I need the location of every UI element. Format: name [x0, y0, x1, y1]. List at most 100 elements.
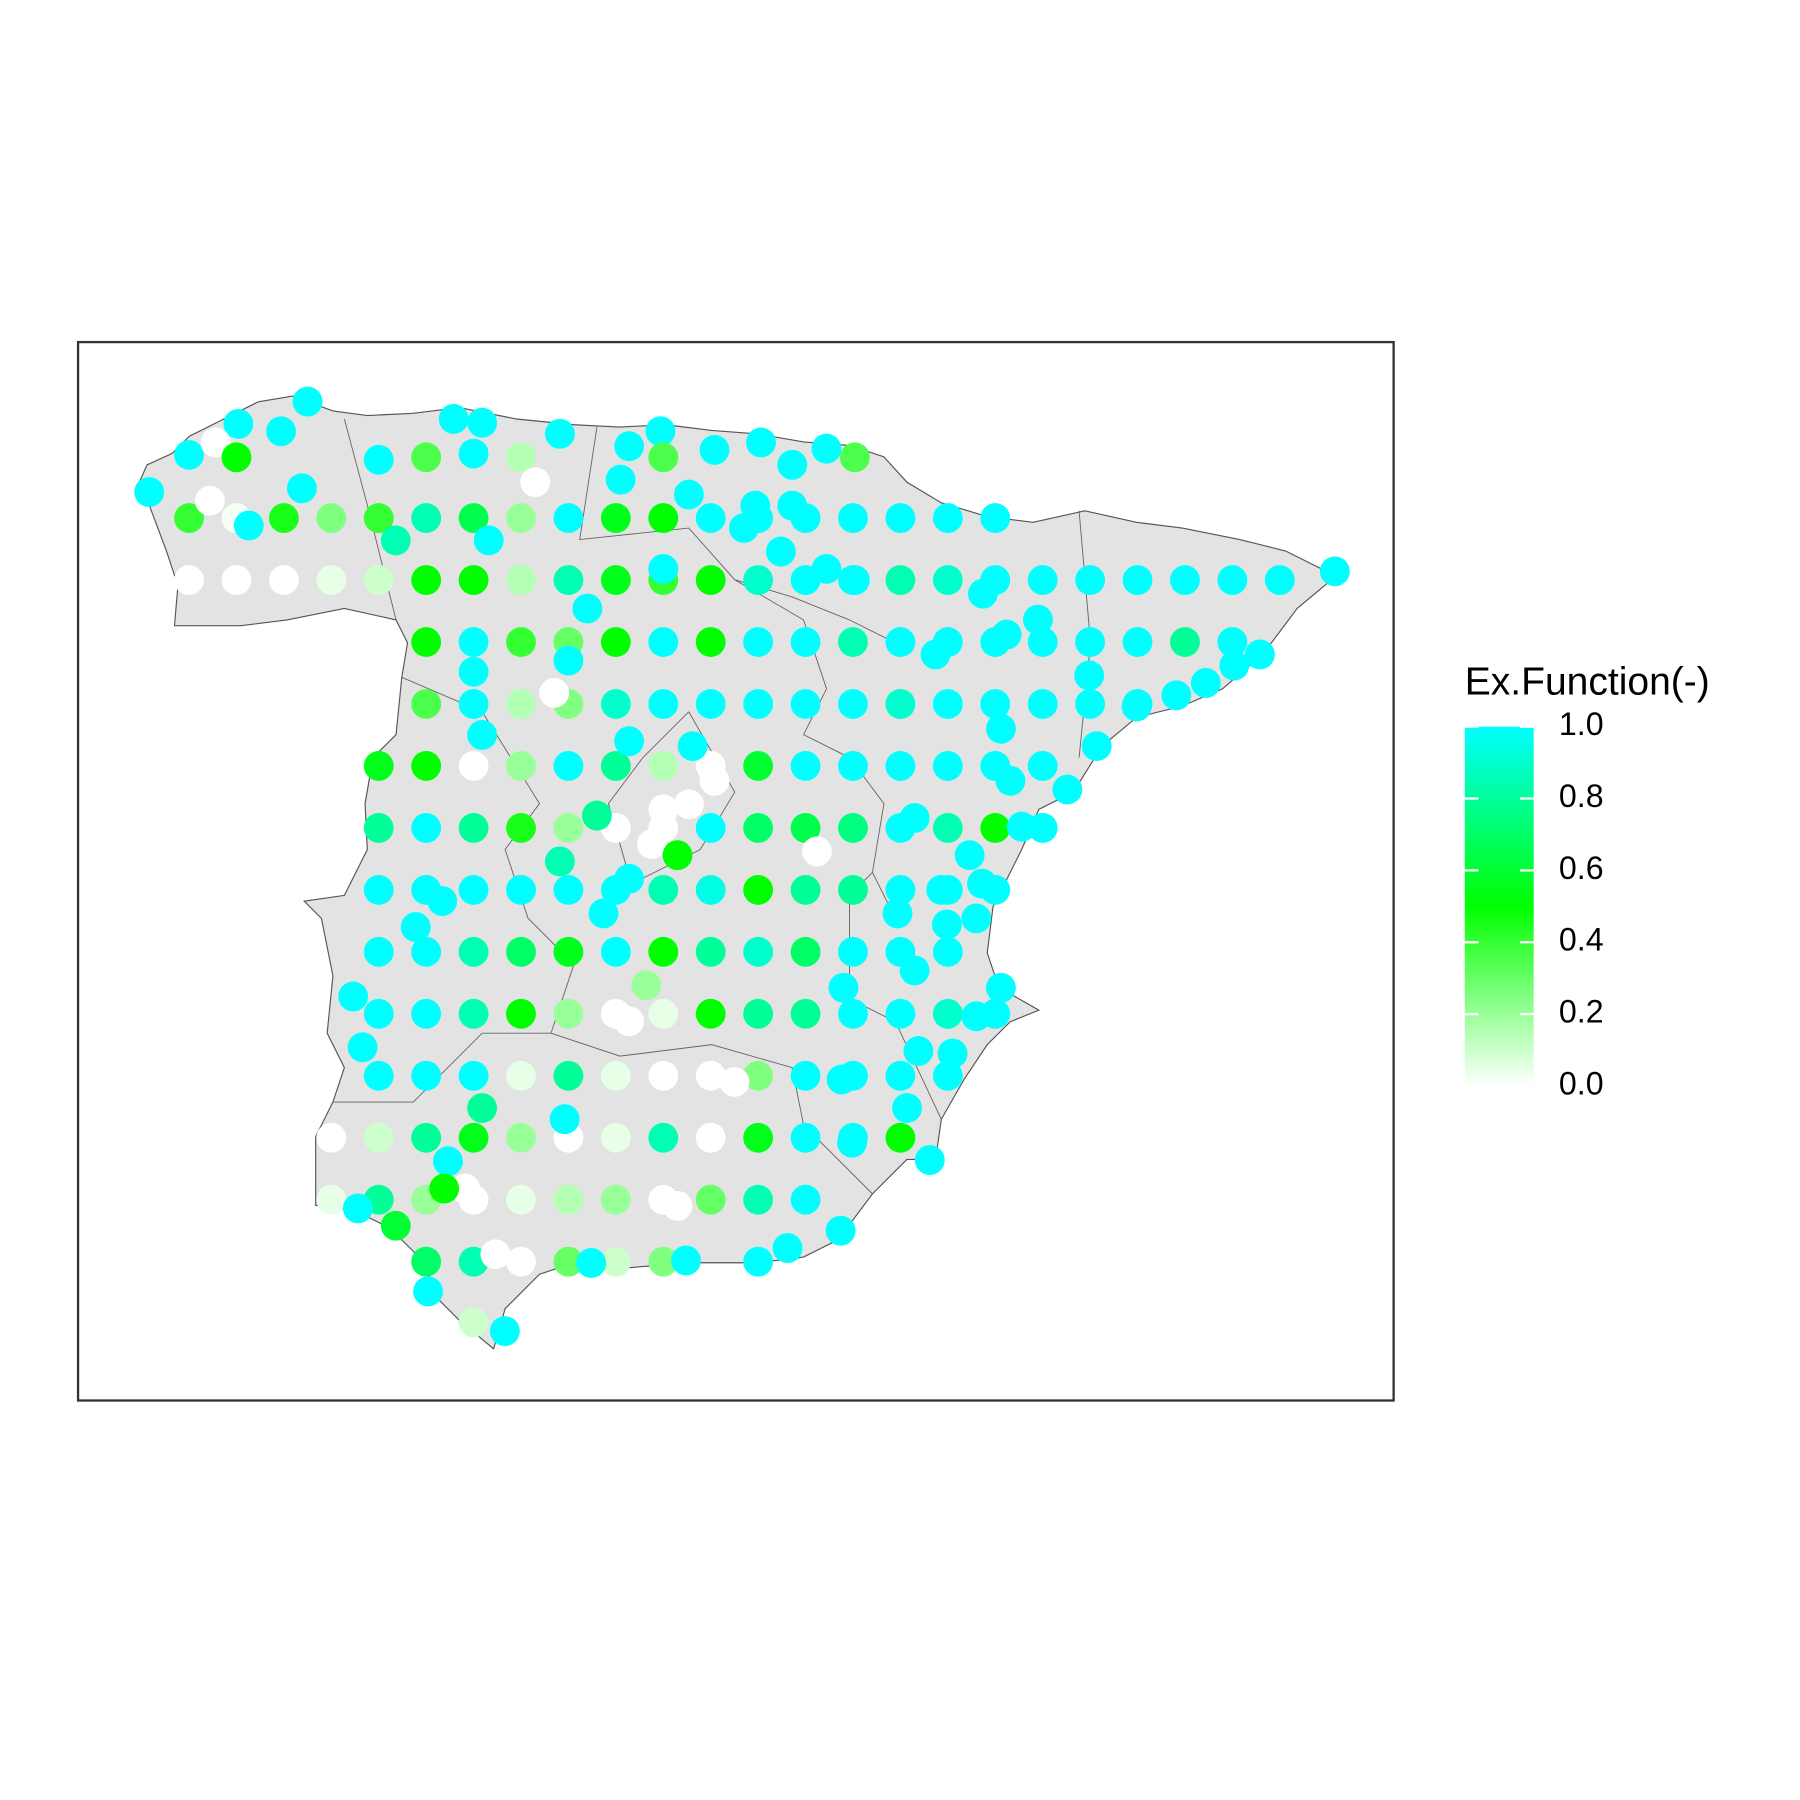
point: [968, 578, 998, 609]
point: [695, 627, 726, 657]
point: [980, 689, 1011, 719]
point: [932, 998, 963, 1029]
point: [838, 812, 868, 843]
point: [411, 936, 442, 967]
point: [221, 565, 252, 595]
point: [671, 1245, 701, 1276]
point: [347, 1032, 378, 1063]
point: [648, 1122, 679, 1153]
point: [837, 1127, 867, 1158]
colorbar-label: 0.6: [1559, 850, 1604, 886]
point: [553, 936, 584, 967]
point: [765, 536, 796, 567]
point: [1121, 691, 1152, 722]
point: [411, 627, 442, 657]
point: [600, 936, 631, 967]
point: [838, 751, 868, 781]
point: [1170, 565, 1200, 595]
point: [605, 464, 636, 495]
point: [914, 1145, 945, 1175]
point: [967, 868, 997, 899]
point: [1217, 627, 1248, 657]
point: [553, 503, 584, 534]
point: [316, 503, 347, 534]
point: [174, 503, 204, 534]
point: [1170, 627, 1200, 657]
point: [673, 789, 704, 820]
point: [411, 1060, 442, 1091]
point: [838, 689, 868, 719]
point: [553, 1184, 584, 1215]
point: [838, 936, 868, 967]
point: [221, 442, 252, 473]
point: [600, 1122, 631, 1153]
point: [427, 886, 458, 916]
point: [899, 803, 930, 833]
point: [411, 998, 442, 1029]
point: [553, 874, 584, 905]
point: [539, 677, 570, 708]
point: [885, 751, 916, 781]
point: [411, 751, 442, 781]
point: [932, 812, 963, 843]
point: [885, 998, 916, 1029]
point: [743, 689, 774, 719]
point: [648, 553, 679, 584]
point: [648, 689, 679, 719]
colorbar-label: 0.2: [1559, 994, 1604, 1030]
point: [743, 936, 774, 967]
point: [576, 1248, 607, 1278]
point: [892, 1093, 922, 1123]
point: [1161, 680, 1192, 711]
point: [986, 713, 1016, 744]
point: [316, 565, 347, 595]
point: [506, 1184, 536, 1215]
point: [648, 503, 679, 534]
point: [743, 1060, 774, 1091]
point: [986, 972, 1016, 1003]
point: [920, 639, 951, 670]
point: [614, 726, 645, 757]
point: [458, 503, 489, 534]
point: [553, 565, 584, 595]
point: [506, 874, 536, 905]
point: [699, 765, 730, 796]
point: [839, 565, 870, 595]
point: [458, 438, 489, 469]
point: [1075, 689, 1106, 719]
point: [885, 1060, 916, 1091]
point: [458, 565, 489, 595]
point: [200, 427, 231, 458]
point: [648, 751, 679, 781]
point: [433, 1146, 463, 1177]
colorbar-label: 0.0: [1559, 1065, 1604, 1101]
point: [826, 1064, 857, 1095]
point: [458, 689, 489, 719]
point: [695, 1060, 726, 1091]
point: [600, 503, 631, 534]
point: [648, 1060, 679, 1091]
point: [839, 442, 870, 473]
point: [458, 998, 489, 1029]
point: [480, 1239, 511, 1270]
point: [458, 874, 489, 905]
point: [506, 565, 536, 595]
point: [1027, 565, 1058, 595]
point: [1023, 604, 1053, 635]
point: [728, 513, 759, 543]
point: [174, 439, 204, 470]
point: [825, 1215, 856, 1246]
point: [790, 998, 821, 1029]
point: [695, 812, 726, 843]
point: [363, 1060, 394, 1091]
point: [648, 627, 679, 657]
point: [600, 1184, 631, 1215]
point: [838, 627, 868, 657]
point: [174, 565, 204, 595]
point: [932, 1060, 963, 1091]
point: [363, 1122, 394, 1153]
point: [648, 936, 679, 967]
point: [838, 874, 868, 905]
point: [1122, 565, 1153, 595]
